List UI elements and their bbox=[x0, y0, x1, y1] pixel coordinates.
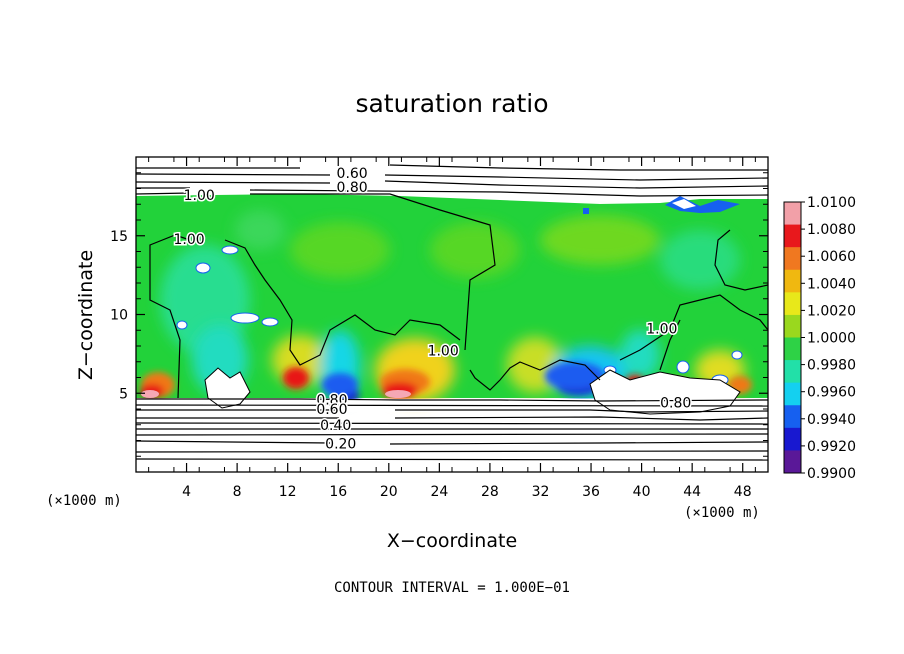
x-tick-label: 16 bbox=[329, 484, 347, 500]
colorbar-label: 1.0060 bbox=[807, 249, 856, 265]
y-axis: 5 10 15 bbox=[110, 172, 768, 457]
colorbar-label: 0.9980 bbox=[807, 358, 856, 374]
colorbar-swatch bbox=[784, 314, 801, 338]
heatmap-field bbox=[136, 157, 768, 472]
colorbar-swatch bbox=[784, 202, 801, 226]
contour-label: 1.00 bbox=[428, 344, 459, 360]
x-tick-label: 48 bbox=[734, 484, 752, 500]
x-tick-label: 8 bbox=[233, 484, 242, 500]
contour-label: 0.60 bbox=[316, 402, 347, 418]
y-tick-label: 5 bbox=[119, 386, 128, 402]
contour-label: 0.60 bbox=[337, 166, 368, 182]
x-tick-label: 32 bbox=[532, 484, 550, 500]
contour-label: 0.80 bbox=[660, 396, 691, 412]
colorbar-label: 0.9960 bbox=[807, 385, 856, 401]
contour-label: 0.80 bbox=[316, 393, 347, 409]
y-tick-label: 15 bbox=[110, 229, 128, 245]
x-unit-right: (×1000 m) bbox=[684, 505, 760, 521]
x-tick-label: 36 bbox=[582, 484, 600, 500]
x-tick-label: 12 bbox=[279, 484, 297, 500]
colorbar-label: 0.9920 bbox=[807, 439, 856, 455]
colorbar-swatch bbox=[784, 405, 801, 429]
x-tick-label: 4 bbox=[182, 484, 191, 500]
x-tick-label: 28 bbox=[481, 484, 499, 500]
y-axis-label: Z−coordinate bbox=[75, 250, 97, 380]
colorbar-swatch bbox=[784, 360, 801, 384]
colorbar-swatch bbox=[784, 450, 801, 474]
colorbar-label: 0.9940 bbox=[807, 412, 856, 428]
colorbar-label: 1.0020 bbox=[807, 303, 856, 319]
colorbar-swatch bbox=[784, 224, 801, 248]
x-tick-label: 20 bbox=[380, 484, 398, 500]
colorbar-swatch bbox=[784, 247, 801, 271]
colorbar-label: 1.0040 bbox=[807, 276, 856, 292]
y-tick-label: 10 bbox=[110, 308, 128, 324]
colorbar-swatch bbox=[784, 337, 801, 361]
x-tick-label: 24 bbox=[430, 484, 448, 500]
contour-label: 0.40 bbox=[320, 418, 351, 434]
colorbar-label: 1.0100 bbox=[807, 195, 856, 211]
contour-lines bbox=[136, 164, 768, 461]
colorbar-label: 1.0000 bbox=[807, 331, 856, 347]
colorbar-swatch bbox=[784, 427, 801, 451]
x-tick-label: 44 bbox=[683, 484, 701, 500]
contour-interval-footer: CONTOUR INTERVAL = 1.000E−01 bbox=[334, 580, 570, 596]
colorbar: 1.0100 1.0080 1.0060 1.0040 1.0020 1.0000 0.99… bbox=[783, 195, 856, 482]
contour-label: 0.80 bbox=[337, 180, 368, 196]
contour-label: 0.20 bbox=[325, 437, 356, 453]
x-axis-label: X−coordinate bbox=[387, 530, 517, 552]
colorbar-swatch bbox=[784, 382, 801, 406]
x-tick-label: 40 bbox=[633, 484, 651, 500]
chart-title: saturation ratio bbox=[355, 89, 548, 118]
colorbar-swatch bbox=[784, 292, 801, 316]
colorbar-label: 0.9900 bbox=[807, 466, 856, 482]
colorbar-swatch bbox=[784, 269, 801, 293]
colorbar-label: 1.0080 bbox=[807, 222, 856, 238]
contour-label: 1.00 bbox=[184, 188, 215, 204]
contour-label: 1.00 bbox=[174, 232, 205, 248]
contour-labels: 0.600.801.001.001.001.000.800.600.400.20… bbox=[172, 164, 693, 454]
x-axis: 4 8 12 16 20 24 28 32 36 40 44 48 bbox=[148, 157, 756, 500]
contour-label: 1.00 bbox=[646, 322, 677, 338]
x-unit-left: (×1000 m) bbox=[46, 493, 122, 509]
